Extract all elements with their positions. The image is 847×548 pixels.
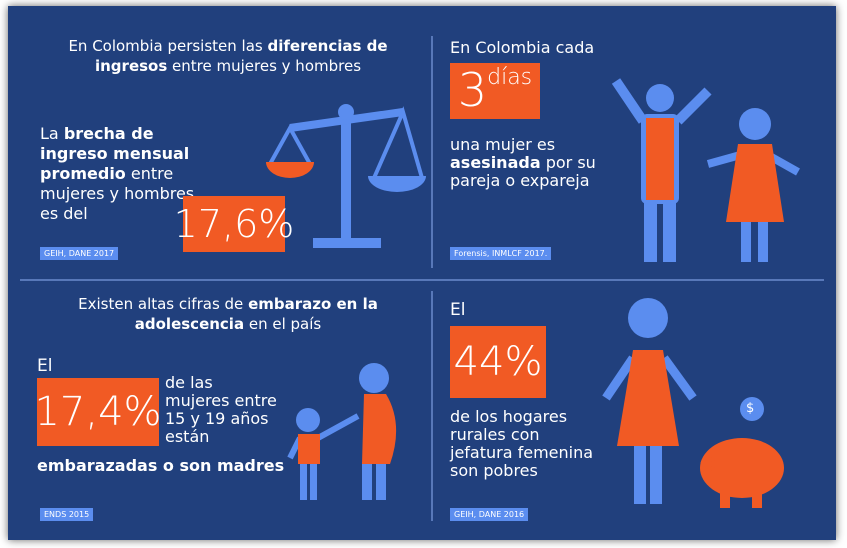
- source: GEIH, DANE 2016: [450, 508, 528, 521]
- figure: 44%: [450, 326, 546, 398]
- heading: En Colombia cada: [450, 38, 594, 58]
- heading: En Colombia persisten las diferencias de…: [38, 36, 418, 76]
- page: En Colombia persisten las diferencias de…: [0, 0, 847, 548]
- lead: El: [37, 356, 52, 376]
- body: de los hogares rurales con jefatura feme…: [450, 408, 600, 480]
- source: GEIH, DANE 2017: [40, 247, 118, 260]
- emphasis: embarazadas o son madres: [37, 456, 284, 476]
- coin-symbol: $: [746, 399, 754, 419]
- body: de las mujeres entre 15 y 19 años están: [165, 374, 280, 446]
- body: una mujer es asesinada por su pareja o e…: [450, 136, 600, 190]
- figure: 17,6%: [183, 196, 285, 252]
- source: Forensis, INMLCF 2017.: [450, 247, 551, 260]
- infographic: En Colombia persisten las diferencias de…: [8, 6, 836, 540]
- source: ENDS 2015: [40, 508, 93, 521]
- lead: El: [450, 300, 465, 320]
- figure: 17,4%: [37, 378, 159, 446]
- heading: Existen altas cifras de embarazo en la a…: [38, 294, 418, 334]
